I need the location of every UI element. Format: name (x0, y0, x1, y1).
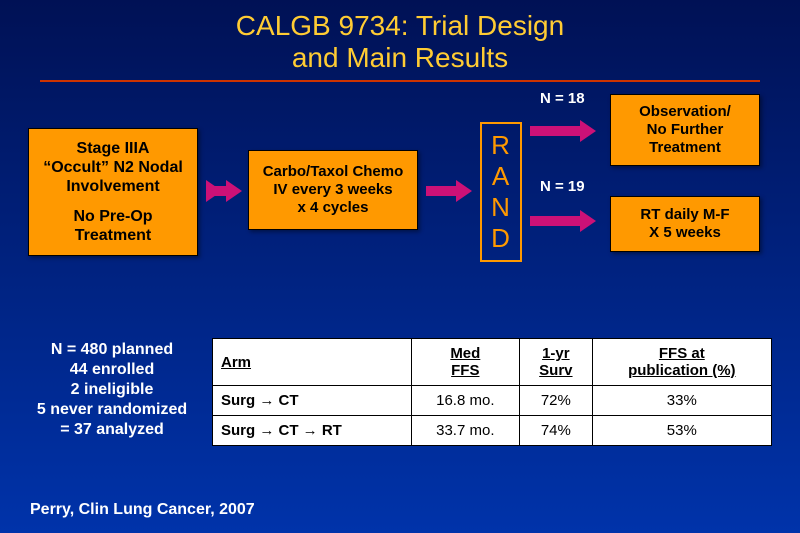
obs-box: Observation/ No Further Treatment (610, 94, 760, 166)
arrow-head (226, 180, 242, 202)
cell-ffs1: 33% (592, 386, 771, 416)
cell-med2: 33.7 mo. (411, 416, 520, 446)
arrow-body (426, 186, 456, 196)
stage-l3: Involvement (66, 177, 159, 196)
citation: Perry, Clin Lung Cancer, 2007 (30, 501, 255, 519)
cell-med1: 16.8 mo. (411, 386, 520, 416)
n-top-label: N = 18 (540, 90, 585, 107)
obs-l2: No Further (647, 121, 724, 139)
chemo-l2: IV every 3 weeks (273, 181, 392, 199)
title-line1: CALGB 9734: Trial Design (236, 10, 564, 41)
rt-box: RT daily M-F X 5 weeks (610, 196, 760, 252)
enroll-l3: 2 ineligible (71, 381, 154, 398)
col-medffs-text: MedFFS (450, 345, 480, 379)
chemo-box: Carbo/Taxol Chemo IV every 3 weeks x 4 c… (248, 150, 418, 230)
stage-l1: Stage IIIA (77, 139, 150, 158)
enroll-l2: 44 enrolled (70, 361, 154, 378)
arrow-head (580, 120, 596, 142)
results-table: Arm MedFFS 1-yrSurv FFS atpublication (%… (212, 338, 772, 446)
enroll-l4: 5 never randomized (37, 401, 187, 418)
table-header-row: Arm MedFFS 1-yrSurv FFS atpublication (%… (213, 339, 772, 386)
rand-n: N (482, 192, 520, 223)
rand-box: R A N D (480, 122, 522, 262)
stage-l5: Treatment (75, 226, 151, 245)
cell-arm1: Surg → CT (213, 386, 412, 416)
arrow-head (580, 210, 596, 232)
arrow-body (206, 186, 226, 196)
arrow-body (530, 216, 580, 226)
stage-l4: No Pre-Op (73, 207, 152, 226)
cell-arm2: Surg → CT → RT (213, 416, 412, 446)
arrow-head (456, 180, 472, 202)
enrollment-summary: N = 480 planned 44 enrolled 2 ineligible… (22, 340, 202, 440)
rand-d: D (482, 223, 520, 254)
title-rule (40, 80, 760, 82)
rt-l1: RT daily M-F (640, 206, 729, 224)
col-arm: Arm (213, 339, 412, 386)
table-row: Surg → CT 16.8 mo. 72% 33% (213, 386, 772, 416)
rt-l2: X 5 weeks (649, 224, 721, 242)
col-1yr: 1-yrSurv (520, 339, 593, 386)
table-row: Surg → CT → RT 33.7 mo. 74% 53% (213, 416, 772, 446)
col-ffs-pub: FFS atpublication (%) (592, 339, 771, 386)
col-medffs: MedFFS (411, 339, 520, 386)
rand-a: A (482, 161, 520, 192)
slide-title: CALGB 9734: Trial Design and Main Result… (0, 0, 800, 74)
cell-1yr2: 74% (520, 416, 593, 446)
stage-l2: “Occult” N2 Nodal (43, 158, 183, 177)
flow-diagram: Stage IIIA “Occult” N2 Nodal Involvement… (0, 100, 800, 300)
stage-box: Stage IIIA “Occult” N2 Nodal Involvement… (28, 128, 198, 256)
obs-l1: Observation/ (639, 103, 731, 121)
enroll-l5: = 37 analyzed (60, 421, 164, 438)
enroll-l1: N = 480 planned (51, 341, 173, 358)
cell-ffs2: 53% (592, 416, 771, 446)
cell-1yr1: 72% (520, 386, 593, 416)
chemo-l1: Carbo/Taxol Chemo (263, 163, 404, 181)
title-line2: and Main Results (292, 42, 508, 73)
chemo-l3: x 4 cycles (298, 199, 369, 217)
arrow-body (530, 126, 580, 136)
obs-l3: Treatment (649, 139, 721, 157)
rand-r: R (482, 130, 520, 161)
n-bot-label: N = 19 (540, 178, 585, 195)
